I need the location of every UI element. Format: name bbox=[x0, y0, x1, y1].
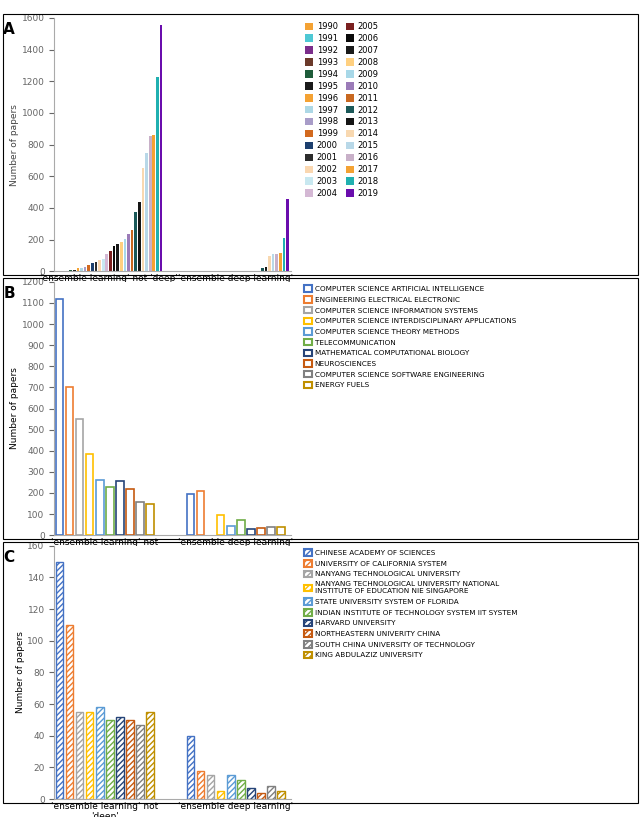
Bar bbox=[138, 202, 141, 271]
Bar bbox=[237, 780, 244, 799]
Bar bbox=[80, 268, 83, 271]
Y-axis label: Number of papers: Number of papers bbox=[15, 632, 25, 713]
Bar bbox=[116, 717, 124, 799]
Bar bbox=[84, 267, 86, 271]
Bar bbox=[196, 770, 204, 799]
Bar bbox=[187, 735, 194, 799]
Bar bbox=[268, 786, 275, 799]
Bar bbox=[147, 712, 154, 799]
Bar bbox=[95, 261, 97, 271]
Bar bbox=[126, 489, 134, 535]
Text: C: C bbox=[3, 550, 14, 565]
Bar bbox=[286, 199, 289, 271]
Bar bbox=[145, 154, 148, 271]
Bar bbox=[134, 212, 137, 271]
Bar bbox=[149, 136, 152, 271]
Bar bbox=[86, 454, 93, 535]
Bar bbox=[91, 263, 93, 271]
Bar bbox=[156, 77, 159, 271]
Bar bbox=[106, 253, 108, 271]
Legend: 1990, 1991, 1992, 1993, 1994, 1995, 1996, 1997, 1998, 1999, 2000, 2001, 2002, 20: 1990, 1991, 1992, 1993, 1994, 1995, 1996… bbox=[305, 22, 379, 198]
Bar bbox=[96, 708, 104, 799]
Bar bbox=[283, 239, 285, 271]
Bar bbox=[247, 529, 255, 535]
Bar bbox=[69, 270, 72, 271]
Bar bbox=[196, 491, 204, 535]
Bar bbox=[106, 487, 114, 535]
Bar bbox=[237, 520, 244, 535]
Bar bbox=[217, 791, 225, 799]
Legend: CHINESE ACADEMY OF SCIENCES, UNIVERSITY OF CALIFORNIA SYSTEM, NANYANG TECHNOLOGI: CHINESE ACADEMY OF SCIENCES, UNIVERSITY … bbox=[305, 549, 517, 659]
Bar bbox=[113, 246, 115, 271]
Bar bbox=[257, 528, 265, 535]
Bar bbox=[147, 504, 154, 535]
Bar bbox=[217, 515, 225, 535]
Bar bbox=[106, 720, 114, 799]
Bar bbox=[272, 254, 275, 271]
Bar bbox=[76, 712, 83, 799]
Bar bbox=[73, 270, 76, 271]
Bar bbox=[275, 253, 278, 271]
Bar bbox=[76, 419, 83, 535]
Bar bbox=[56, 299, 63, 535]
Bar bbox=[66, 387, 74, 535]
Bar bbox=[261, 269, 264, 271]
Bar bbox=[136, 502, 144, 535]
Bar bbox=[279, 252, 282, 271]
Y-axis label: Number of papers: Number of papers bbox=[10, 368, 19, 449]
Bar bbox=[136, 725, 144, 799]
Bar bbox=[116, 480, 124, 535]
Bar bbox=[277, 791, 285, 799]
Bar bbox=[96, 480, 104, 535]
Bar bbox=[187, 494, 194, 535]
Bar bbox=[207, 775, 214, 799]
Bar bbox=[160, 25, 163, 271]
Bar bbox=[227, 525, 234, 535]
Bar bbox=[56, 561, 63, 799]
Bar bbox=[131, 230, 134, 271]
Bar bbox=[120, 243, 123, 271]
Text: B: B bbox=[3, 286, 15, 301]
Bar bbox=[127, 234, 130, 271]
Bar bbox=[77, 269, 79, 271]
Bar bbox=[227, 775, 234, 799]
Bar bbox=[126, 720, 134, 799]
Bar bbox=[66, 625, 74, 799]
Bar bbox=[109, 251, 112, 271]
Bar bbox=[277, 527, 285, 535]
Bar bbox=[116, 244, 119, 271]
Y-axis label: Number of papers: Number of papers bbox=[10, 104, 19, 185]
Bar bbox=[264, 267, 268, 271]
Legend: COMPUTER SCIENCE ARTIFICIAL INTELLIGENCE, ENGINEERING ELECTRICAL ELECTRONIC, COM: COMPUTER SCIENCE ARTIFICIAL INTELLIGENCE… bbox=[305, 285, 516, 388]
Bar bbox=[268, 256, 271, 271]
Bar bbox=[86, 712, 93, 799]
Bar bbox=[268, 527, 275, 535]
Bar bbox=[257, 792, 265, 799]
Bar bbox=[88, 266, 90, 271]
Bar bbox=[141, 167, 145, 271]
Bar bbox=[247, 788, 255, 799]
Bar bbox=[102, 259, 104, 271]
Bar bbox=[152, 135, 155, 271]
Bar bbox=[124, 239, 126, 271]
Text: A: A bbox=[3, 22, 15, 37]
Bar bbox=[98, 261, 101, 271]
